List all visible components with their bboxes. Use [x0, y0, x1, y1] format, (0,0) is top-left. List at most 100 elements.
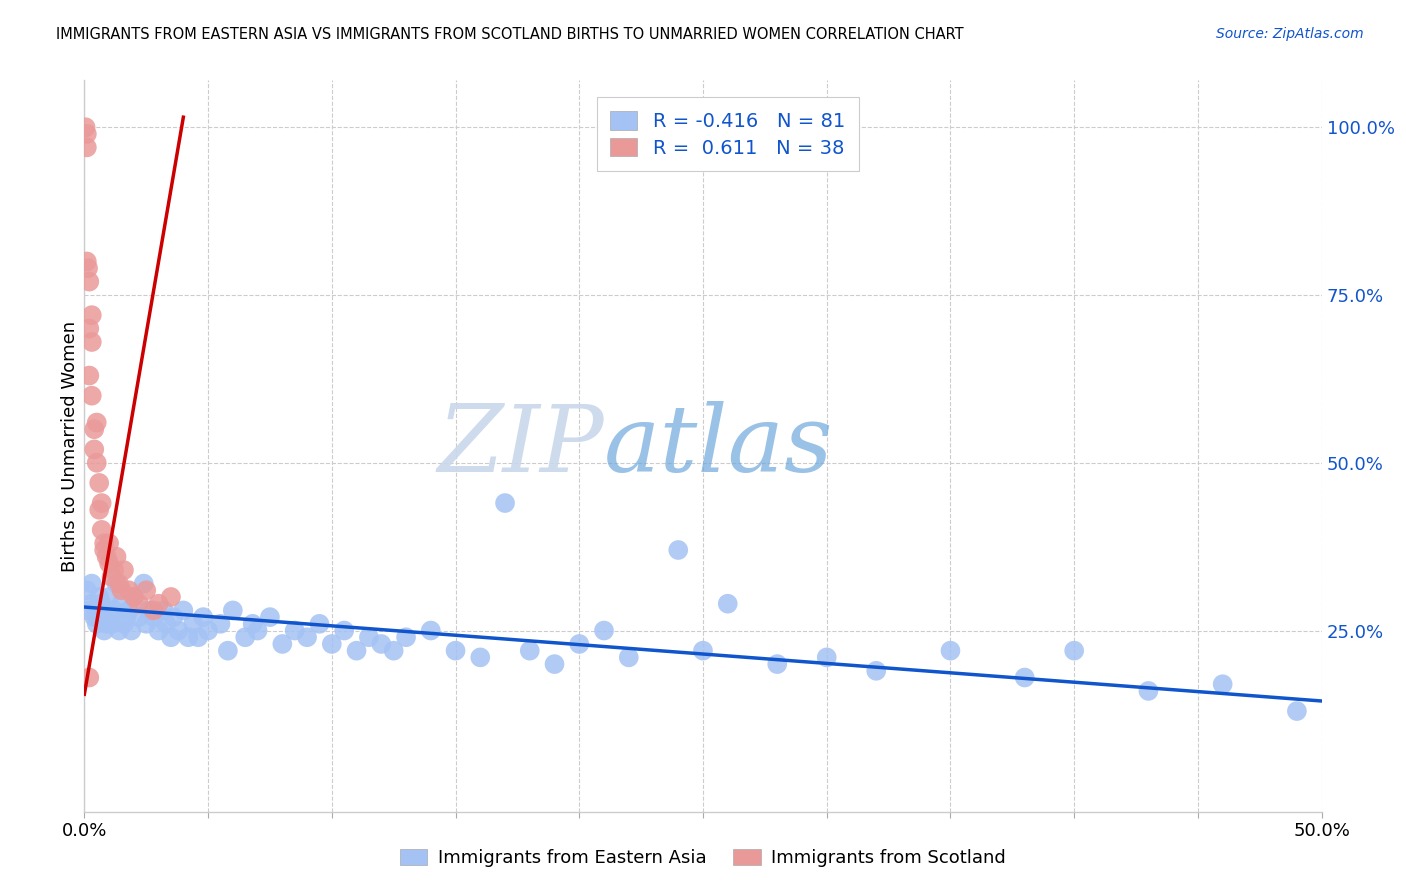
Point: [83, 422, 105, 436]
Point: [444, 643, 467, 657]
Point: [80, 597, 103, 611]
Point: [568, 637, 591, 651]
Point: [96, 549, 118, 564]
Point: [105, 549, 128, 564]
Point: [89, 590, 111, 604]
Point: [246, 624, 269, 638]
Point: [543, 657, 565, 671]
Point: [115, 610, 138, 624]
Point: [333, 624, 356, 638]
Point: [86, 616, 108, 631]
Point: [79, 368, 101, 383]
Point: [148, 624, 170, 638]
Point: [1014, 671, 1036, 685]
Point: [83, 442, 105, 457]
Point: [692, 643, 714, 657]
Point: [108, 576, 131, 591]
Point: [666, 543, 689, 558]
Point: [100, 616, 122, 631]
Point: [617, 650, 640, 665]
Point: [142, 603, 165, 617]
Point: [155, 616, 177, 631]
Point: [90, 523, 112, 537]
Point: [321, 637, 343, 651]
Point: [209, 616, 232, 631]
Point: [93, 536, 115, 550]
Point: [98, 610, 121, 624]
Point: [152, 603, 174, 617]
Point: [167, 624, 190, 638]
Point: [80, 334, 103, 349]
Point: [83, 610, 105, 624]
Point: [76, 127, 98, 141]
Point: [103, 563, 125, 577]
Point: [172, 603, 194, 617]
Point: [75, 120, 97, 135]
Point: [89, 475, 111, 490]
Point: [593, 624, 616, 638]
Point: [494, 496, 516, 510]
Point: [222, 603, 245, 617]
Text: atlas: atlas: [605, 401, 834, 491]
Point: [1212, 677, 1234, 691]
Point: [118, 583, 141, 598]
Point: [103, 603, 125, 617]
Point: [181, 616, 204, 631]
Point: [370, 637, 392, 651]
Legend: R = -0.416   N = 81, R =  0.611   N = 38: R = -0.416 N = 81, R = 0.611 N = 38: [596, 97, 859, 171]
Point: [90, 597, 112, 611]
Legend: Immigrants from Eastern Asia, Immigrants from Scotland: Immigrants from Eastern Asia, Immigrants…: [392, 841, 1014, 874]
Point: [148, 597, 170, 611]
Point: [519, 643, 541, 657]
Point: [717, 597, 740, 611]
Y-axis label: Births to Unmarried Women: Births to Unmarried Women: [62, 320, 80, 572]
Point: [90, 496, 112, 510]
Point: [79, 671, 101, 685]
Point: [162, 610, 184, 624]
Point: [86, 416, 108, 430]
Point: [382, 643, 405, 657]
Point: [142, 610, 165, 624]
Point: [112, 563, 135, 577]
Point: [79, 275, 101, 289]
Point: [98, 536, 121, 550]
Point: [105, 576, 128, 591]
Point: [197, 624, 219, 638]
Point: [86, 456, 108, 470]
Point: [1063, 643, 1085, 657]
Point: [295, 630, 318, 644]
Point: [96, 616, 118, 631]
Point: [79, 603, 101, 617]
Point: [470, 650, 492, 665]
Point: [177, 630, 200, 644]
Point: [112, 616, 135, 631]
Point: [100, 570, 122, 584]
Point: [80, 308, 103, 322]
Point: [89, 610, 111, 624]
Point: [217, 643, 239, 657]
Point: [93, 603, 115, 617]
Point: [89, 502, 111, 516]
Point: [357, 630, 380, 644]
Point: [98, 557, 121, 571]
Point: [138, 603, 160, 617]
Point: [118, 603, 141, 617]
Point: [110, 597, 132, 611]
Point: [939, 643, 962, 657]
Point: [93, 543, 115, 558]
Text: IMMIGRANTS FROM EASTERN ASIA VS IMMIGRANTS FROM SCOTLAND BIRTHS TO UNMARRIED WOM: IMMIGRANTS FROM EASTERN ASIA VS IMMIGRAN…: [56, 27, 965, 42]
Point: [76, 583, 98, 598]
Text: Source: ZipAtlas.com: Source: ZipAtlas.com: [1216, 27, 1364, 41]
Point: [79, 321, 101, 335]
Point: [120, 624, 142, 638]
Point: [259, 610, 281, 624]
Point: [160, 630, 183, 644]
Point: [271, 637, 294, 651]
Point: [86, 603, 108, 617]
Point: [128, 610, 150, 624]
Point: [98, 590, 121, 604]
Point: [865, 664, 887, 678]
Point: [1285, 704, 1308, 718]
Point: [122, 590, 145, 604]
Text: ZIP: ZIP: [437, 401, 605, 491]
